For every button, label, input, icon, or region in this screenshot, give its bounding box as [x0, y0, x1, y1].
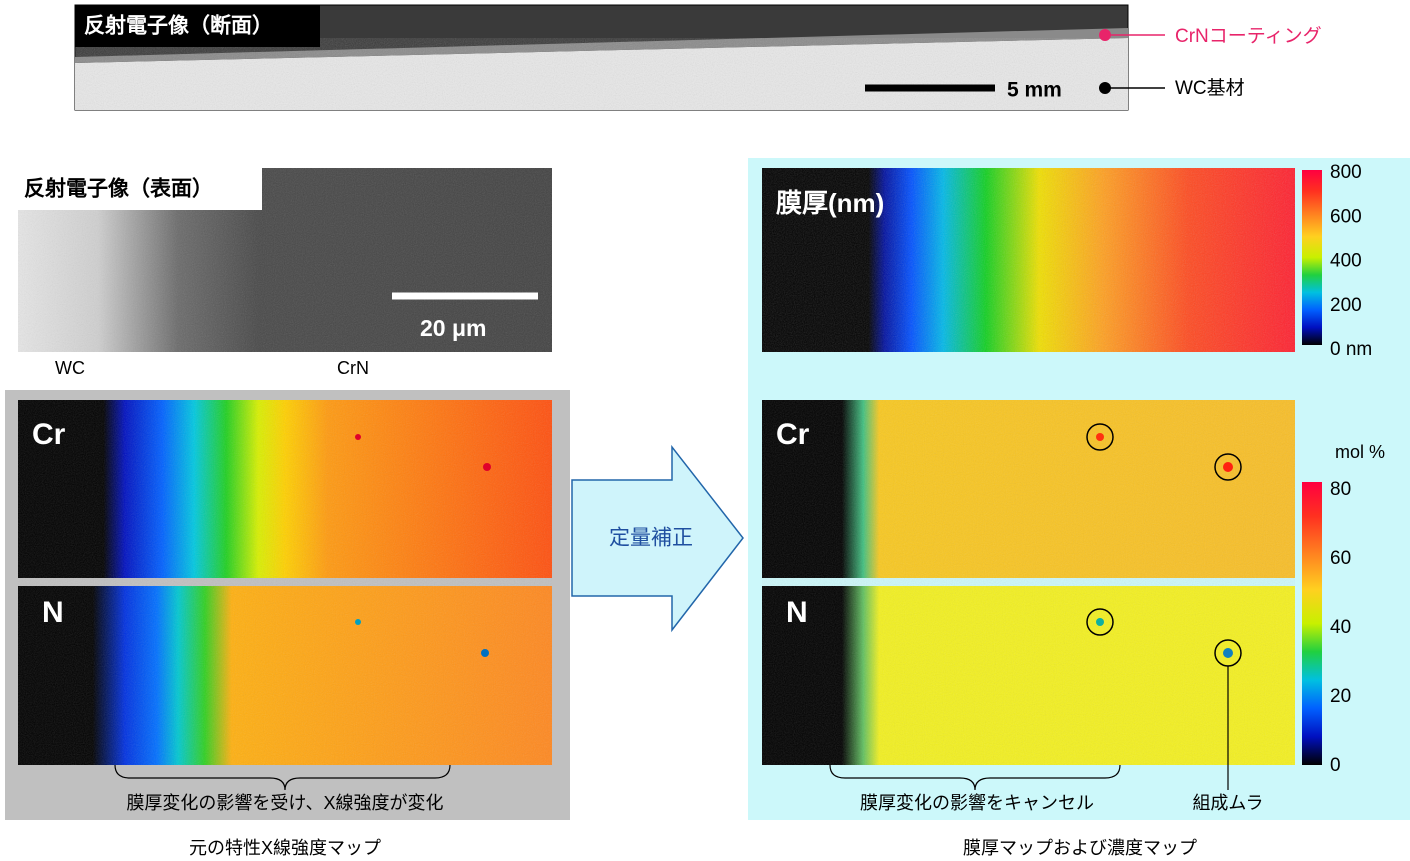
spot: [483, 463, 491, 471]
spot: [1223, 462, 1233, 472]
texture: [762, 400, 1295, 765]
substrate-label: WC基材: [1175, 77, 1245, 99]
colorbar-label: 60: [1330, 548, 1351, 569]
spot: [355, 434, 361, 440]
scale-label: 20 μm: [420, 315, 487, 341]
scale-label: 5 mm: [1007, 79, 1062, 102]
colorbar-label: 600: [1330, 206, 1362, 227]
colorbar-label: 800: [1330, 162, 1362, 183]
colorbar-label: 200: [1330, 295, 1362, 316]
note: 膜厚変化の影響をキャンセル: [860, 793, 1094, 813]
coating-label: CrNコーティング: [1175, 25, 1322, 47]
thickness-label: 膜厚(nm): [776, 188, 884, 218]
n-label: N: [42, 596, 64, 629]
figure: 反射電子像（断面） 5 mm CrNコーティング WC基材 反射電子像（表面） …: [0, 0, 1410, 861]
colorbar-label: 80: [1330, 479, 1351, 500]
caption: 元の特性X線強度マップ: [189, 838, 381, 858]
unit-label: mol %: [1335, 442, 1385, 462]
colorbar-label: 0 nm: [1330, 339, 1372, 360]
concentration-colorbar: [1302, 482, 1322, 765]
texture: [18, 400, 552, 765]
n-label: N: [786, 596, 808, 629]
caption: 膜厚マップおよび濃度マップ: [963, 838, 1197, 858]
wc-label: WC: [55, 358, 85, 378]
crn-label: CrN: [337, 358, 369, 378]
cr-label: Cr: [776, 418, 810, 451]
image-label: 反射電子像（表面）: [24, 177, 213, 201]
nonuniformity-label: 組成ムラ: [1192, 793, 1263, 813]
cr-label: Cr: [32, 418, 66, 451]
thickness-colorbar: [1302, 170, 1322, 345]
colorbar-label: 20: [1330, 686, 1351, 707]
spot: [355, 619, 361, 625]
note: 膜厚変化の影響を受け、X線強度が変化: [126, 793, 443, 813]
colorbar-label: 40: [1330, 617, 1351, 638]
colorbar-label: 400: [1330, 251, 1362, 272]
image-label: 反射電子像（断面）: [84, 14, 273, 38]
spot: [1223, 648, 1233, 658]
colorbar-label: 0: [1330, 755, 1341, 776]
spot: [1096, 618, 1104, 626]
spot: [481, 649, 489, 657]
arrow-label: 定量補正: [609, 527, 693, 550]
spot: [1096, 433, 1104, 441]
